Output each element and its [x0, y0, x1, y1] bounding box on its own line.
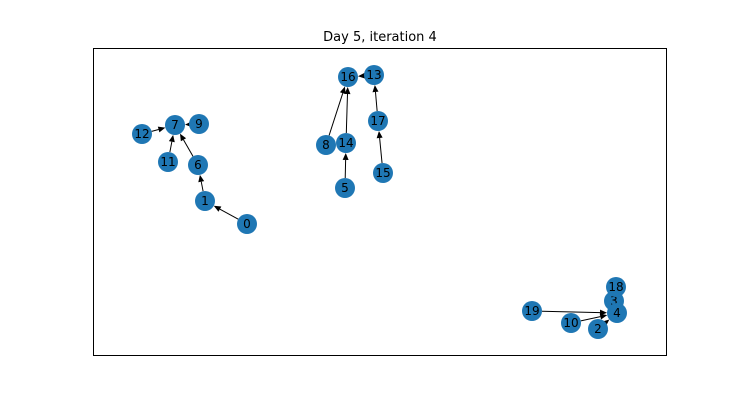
node-label: 15	[375, 166, 390, 180]
edge-arrowhead	[599, 313, 608, 320]
edge-line	[219, 208, 239, 220]
node-label: 14	[338, 136, 353, 150]
edge-arrowhead	[179, 133, 187, 142]
node-7: 7	[165, 115, 185, 135]
node-14: 14	[336, 133, 356, 153]
edge-arrowhead	[372, 84, 379, 93]
edge-arrowhead	[376, 130, 383, 139]
node-label: 16	[340, 70, 355, 84]
edge-line	[328, 93, 344, 136]
node-8: 8	[316, 135, 336, 155]
node-16: 16	[338, 67, 358, 87]
edge-arrowhead	[168, 134, 175, 143]
node-circle	[368, 111, 388, 131]
edge-0-to-1	[213, 205, 239, 220]
node-circle	[189, 114, 209, 134]
node-10: 10	[561, 313, 581, 333]
edge-arrowhead	[339, 86, 346, 95]
node-4: 4	[607, 303, 627, 323]
node-label: 5	[341, 181, 349, 195]
node-17: 17	[368, 111, 388, 131]
node-label: 19	[524, 304, 539, 318]
edge-arrowhead	[342, 152, 349, 161]
node-circle	[188, 155, 208, 175]
node-label: 2	[594, 322, 602, 336]
node-6: 6	[188, 155, 208, 175]
edge-arrowhead	[213, 205, 222, 212]
edge-12-to-7	[151, 126, 166, 133]
node-label: 10	[563, 316, 578, 330]
edge-5-to-14	[342, 152, 349, 179]
node-1: 1	[195, 191, 215, 211]
node-circle	[132, 124, 152, 144]
node-13: 13	[364, 65, 384, 85]
node-circle	[336, 133, 356, 153]
edge-arrowhead	[157, 126, 166, 133]
node-label: 6	[194, 158, 202, 172]
node-label: 12	[134, 127, 149, 141]
node-2: 2	[588, 319, 608, 339]
edge-arrowhead	[344, 86, 351, 95]
edge-15-to-17	[376, 130, 383, 164]
edge-11-to-7	[168, 134, 175, 153]
node-circle	[338, 67, 358, 87]
edge-line	[379, 137, 383, 164]
node-label: 3	[610, 294, 618, 308]
node-label: 9	[195, 117, 203, 131]
edge-line	[169, 141, 173, 153]
node-11: 11	[158, 152, 178, 172]
node-circle	[195, 191, 215, 211]
node-circle	[561, 313, 581, 333]
edge-line	[541, 310, 601, 314]
node-circle	[165, 115, 185, 135]
node-circle	[335, 178, 355, 198]
node-label: 1	[201, 194, 209, 208]
node-label: 7	[171, 118, 179, 132]
node-15: 15	[373, 163, 393, 183]
node-label: 18	[608, 280, 623, 294]
edge-14-to-16	[344, 86, 351, 134]
node-5: 5	[335, 178, 355, 198]
node-label: 17	[370, 114, 385, 128]
node-circle	[607, 303, 627, 323]
edge-6-to-7	[179, 133, 194, 157]
edge-1-to-6	[198, 174, 205, 192]
plot-frame	[93, 48, 667, 356]
node-18: 18	[606, 277, 626, 297]
node-label: 8	[322, 138, 330, 152]
edge-arrowhead	[198, 174, 205, 183]
node-circle	[364, 65, 384, 85]
edge-line	[374, 91, 378, 112]
node-circle	[158, 152, 178, 172]
edge-line	[183, 139, 194, 157]
node-19: 19	[522, 301, 542, 321]
node-label: 13	[366, 68, 381, 82]
node-12: 12	[132, 124, 152, 144]
edge-arrowhead	[357, 72, 366, 79]
node-circle	[606, 277, 626, 297]
edge-10-to-4	[580, 313, 608, 322]
edge-17-to-13	[372, 84, 379, 112]
node-9: 9	[189, 114, 209, 134]
edge-8-to-16	[328, 86, 346, 136]
node-label: 0	[243, 217, 251, 231]
node-circle	[522, 301, 542, 321]
node-0: 0	[237, 214, 257, 234]
node-circle	[237, 214, 257, 234]
node-circle	[588, 319, 608, 339]
node-label: 4	[613, 306, 621, 320]
node-circle	[373, 163, 393, 183]
edge-line	[345, 93, 348, 134]
edge-line	[580, 316, 601, 322]
edge-line	[200, 181, 204, 192]
edge-line	[151, 128, 159, 132]
node-circle	[316, 135, 336, 155]
figure-title: Day 5, iteration 4	[323, 30, 437, 45]
node-label: 11	[160, 155, 175, 169]
